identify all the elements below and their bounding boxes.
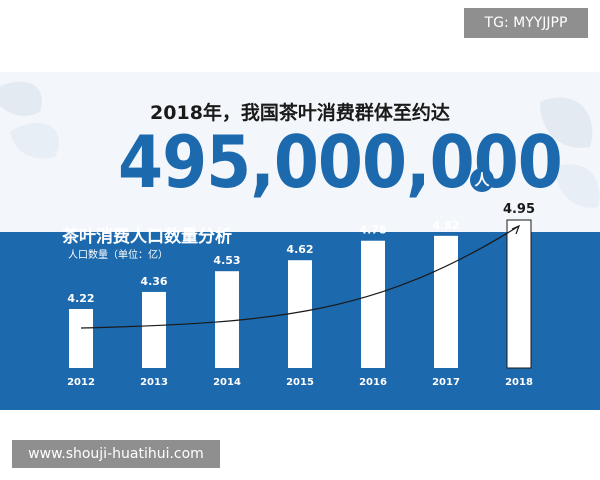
bar-2014 [215,271,239,368]
x-tick-2014: 2014 [213,377,241,388]
bar-2017 [434,235,458,368]
watermark-top: TG: MYYJJPP [464,8,588,38]
leaf-decoration [0,81,600,208]
trend-arrowhead [511,224,521,235]
value-label-2015: 4.62 [286,243,313,256]
bar-2015 [288,260,312,368]
chart: 4.22 2012 4.36 2013 4.53 2014 4.62 2015 4.78 2016… [67,202,535,388]
value-label-2013: 4.36 [140,275,167,288]
chart-title: 茶叶消费人口数量分析 [62,227,232,247]
bar-2016 [361,240,385,368]
trend-line [80,225,520,329]
watermark-bottom: www.shouji-huatihui.com [12,440,220,468]
bar-2013 [142,291,166,368]
value-label-2012: 4.22 [67,292,94,305]
bar-2018 [506,219,532,369]
x-tick-2016: 2016 [359,377,387,388]
value-label-2016: 4.78 [359,224,386,237]
x-tick-2018: 2018 [505,377,533,388]
x-tick-2013: 2013 [140,377,168,388]
infographic: 2018年，我国茶叶消费群体至约达 495,000,000 人 4.22 2012… [0,72,600,410]
unit-badge: 人 [470,168,494,192]
value-label-2017: 4.82 [432,219,459,232]
headline: 2018年，我国茶叶消费群体至约达 [150,102,450,124]
bar-2012 [69,309,93,368]
x-tick-2017: 2017 [432,377,460,388]
chart-ylabel: 人口数量（单位：亿） [68,250,168,261]
value-label-2014: 4.53 [213,254,240,267]
x-tick-2015: 2015 [286,377,314,388]
x-tick-2012: 2012 [67,377,95,388]
value-label-2018: 4.95 [503,202,535,217]
